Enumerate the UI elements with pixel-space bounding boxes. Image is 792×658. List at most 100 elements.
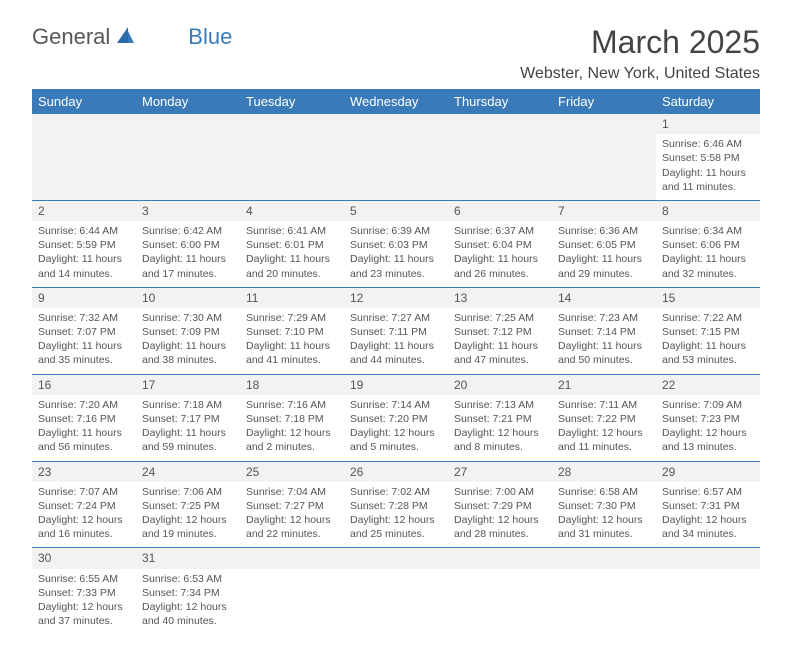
location-subtitle: Webster, New York, United States: [520, 65, 760, 83]
sunset-text: Sunset: 6:01 PM: [246, 238, 338, 252]
day-number-cell: 1: [656, 114, 760, 134]
day-number-cell: 29: [656, 461, 760, 482]
sunrise-text: Sunrise: 7:23 AM: [558, 311, 650, 325]
sail-icon: [114, 25, 136, 50]
day-number: 27: [454, 465, 467, 479]
sunset-text: Sunset: 6:06 PM: [662, 238, 754, 252]
day-number-cell: 19: [344, 374, 448, 395]
daylight-text: Daylight: 12 hours and 11 minutes.: [558, 426, 650, 454]
day-number: 11: [246, 291, 258, 305]
sunrise-text: Sunrise: 6:55 AM: [38, 572, 130, 586]
sunrise-text: Sunrise: 7:11 AM: [558, 398, 650, 412]
day-number-cell: [32, 114, 136, 134]
sunset-text: Sunset: 7:18 PM: [246, 412, 338, 426]
sunset-text: Sunset: 7:27 PM: [246, 499, 338, 513]
day-number: 1: [662, 117, 669, 131]
sunset-text: Sunset: 7:10 PM: [246, 325, 338, 339]
day-cell: Sunrise: 7:18 AMSunset: 7:17 PMDaylight:…: [136, 395, 240, 461]
day-cell: Sunrise: 7:22 AMSunset: 7:15 PMDaylight:…: [656, 308, 760, 374]
daynum-row: 9101112131415: [32, 287, 760, 308]
daylight-text: Daylight: 11 hours and 14 minutes.: [38, 252, 130, 280]
page-header: General Blue March 2025 Webster, New Yor…: [32, 24, 760, 83]
day-header: Saturday: [656, 89, 760, 114]
daylight-text: Daylight: 12 hours and 5 minutes.: [350, 426, 442, 454]
day-cell: Sunrise: 7:06 AMSunset: 7:25 PMDaylight:…: [136, 482, 240, 548]
daylight-text: Daylight: 11 hours and 17 minutes.: [142, 252, 234, 280]
day-cell: Sunrise: 6:42 AMSunset: 6:00 PMDaylight:…: [136, 221, 240, 287]
day-number: 25: [246, 465, 259, 479]
sunrise-text: Sunrise: 7:07 AM: [38, 485, 130, 499]
day-number: 29: [662, 465, 675, 479]
day-number-cell: 18: [240, 374, 344, 395]
week-row: Sunrise: 7:32 AMSunset: 7:07 PM Daylight:…: [32, 308, 760, 374]
daylight-text: Daylight: 11 hours and 56 minutes.: [38, 426, 130, 454]
day-cell: Sunrise: 6:58 AMSunset: 7:30 PMDaylight:…: [552, 482, 656, 548]
sunrise-text: Sunrise: 6:58 AM: [558, 485, 650, 499]
day-number-cell: 14: [552, 287, 656, 308]
day-cell: Sunrise: 7:30 AMSunset: 7:09 PMDaylight:…: [136, 308, 240, 374]
sunset-text: Sunset: 7:24 PM: [38, 499, 130, 513]
daylight-text: Daylight: 11 hours and 11 minutes.: [662, 166, 754, 194]
logo-text-blue: Blue: [188, 24, 232, 50]
logo: General Blue: [32, 24, 232, 50]
day-number: 2: [38, 204, 45, 218]
day-number-cell: 28: [552, 461, 656, 482]
day-header: Thursday: [448, 89, 552, 114]
sunset-text: Sunset: 7:22 PM: [558, 412, 650, 426]
day-cell: Sunrise: 7:23 AMSunset: 7:14 PMDaylight:…: [552, 308, 656, 374]
day-number-cell: [136, 114, 240, 134]
day-number-cell: [240, 114, 344, 134]
sunset-text: Sunset: 7:12 PM: [454, 325, 546, 339]
sunset-text: Sunset: 7:33 PM: [38, 586, 130, 600]
day-number: 23: [38, 465, 51, 479]
sunrise-text: Sunrise: 6:53 AM: [142, 572, 234, 586]
day-number-cell: 15: [656, 287, 760, 308]
daylight-text: Daylight: 12 hours and 22 minutes.: [246, 513, 338, 541]
sunrise-text: Sunrise: 7:32 AM: [38, 311, 130, 325]
sunrise-text: Sunrise: 7:20 AM: [38, 398, 130, 412]
daynum-row: 16171819202122: [32, 374, 760, 395]
daylight-text: Daylight: 12 hours and 40 minutes.: [142, 600, 234, 628]
day-number-cell: 2: [32, 200, 136, 221]
week-row: Sunrise: 7:20 AMSunset: 7:16 PMDaylight:…: [32, 395, 760, 461]
day-number-cell: 17: [136, 374, 240, 395]
day-cell: [240, 134, 344, 200]
day-cell: Sunrise: 6:53 AMSunset: 7:34 PMDaylight:…: [136, 569, 240, 635]
sunrise-text: Sunrise: 6:46 AM: [662, 137, 754, 151]
day-cell: Sunrise: 7:25 AMSunset: 7:12 PMDaylight:…: [448, 308, 552, 374]
day-cell: Sunrise: 7:09 AMSunset: 7:23 PMDaylight:…: [656, 395, 760, 461]
day-number: 19: [350, 378, 363, 392]
day-cell: Sunrise: 6:36 AMSunset: 6:05 PMDaylight:…: [552, 221, 656, 287]
day-number-cell: 30: [32, 548, 136, 569]
daylight-text: Daylight: 11 hours and 29 minutes.: [558, 252, 650, 280]
day-cell: Sunrise: 7:20 AMSunset: 7:16 PMDaylight:…: [32, 395, 136, 461]
day-cell: Sunrise: 7:32 AMSunset: 7:07 PMDaylight:…: [32, 308, 136, 374]
sunset-text: Sunset: 7:17 PM: [142, 412, 234, 426]
day-number: 22: [662, 378, 675, 392]
calendar-table: SundayMondayTuesdayWednesdayThursdayFrid…: [32, 89, 760, 634]
week-row: Sunrise: 7:07 AMSunset: 7:24 PM Daylight:…: [32, 482, 760, 548]
day-number-cell: [448, 548, 552, 569]
day-cell: [656, 569, 760, 635]
day-cell: Sunrise: 7:16 AMSunset: 7:18 PMDaylight:…: [240, 395, 344, 461]
sunset-text: Sunset: 7:23 PM: [662, 412, 754, 426]
day-cell: Sunrise: 7:13 AMSunset: 7:21 PMDaylight:…: [448, 395, 552, 461]
sunrise-text: Sunrise: 6:57 AM: [662, 485, 754, 499]
day-number-cell: 10: [136, 287, 240, 308]
day-number-cell: [656, 548, 760, 569]
sunset-text: Sunset: 7:25 PM: [142, 499, 234, 513]
daylight-text: Daylight: 11 hours and 20 minutes.: [246, 252, 338, 280]
sunrise-text: Sunrise: 7:14 AM: [350, 398, 442, 412]
sunset-text: Sunset: 7:07 PM: [38, 325, 130, 339]
day-cell: [448, 569, 552, 635]
daylight-text: Daylight: 11 hours and 50 minutes.: [558, 339, 650, 367]
sunrise-text: Sunrise: 7:02 AM: [350, 485, 442, 499]
day-number: 31: [142, 551, 155, 565]
week-row: Sunrise: 6:44 AMSunset: 5:59 PMDaylight:…: [32, 221, 760, 287]
day-number-cell: 22: [656, 374, 760, 395]
daylight-text: Daylight: 11 hours and 32 minutes.: [662, 252, 754, 280]
day-cell: Sunrise: 7:07 AMSunset: 7:24 PMDaylight:…: [32, 482, 136, 548]
daylight-text: Daylight: 12 hours and 13 minutes.: [662, 426, 754, 454]
sunrise-text: Sunrise: 7:04 AM: [246, 485, 338, 499]
sunrise-text: Sunrise: 6:39 AM: [350, 224, 442, 238]
